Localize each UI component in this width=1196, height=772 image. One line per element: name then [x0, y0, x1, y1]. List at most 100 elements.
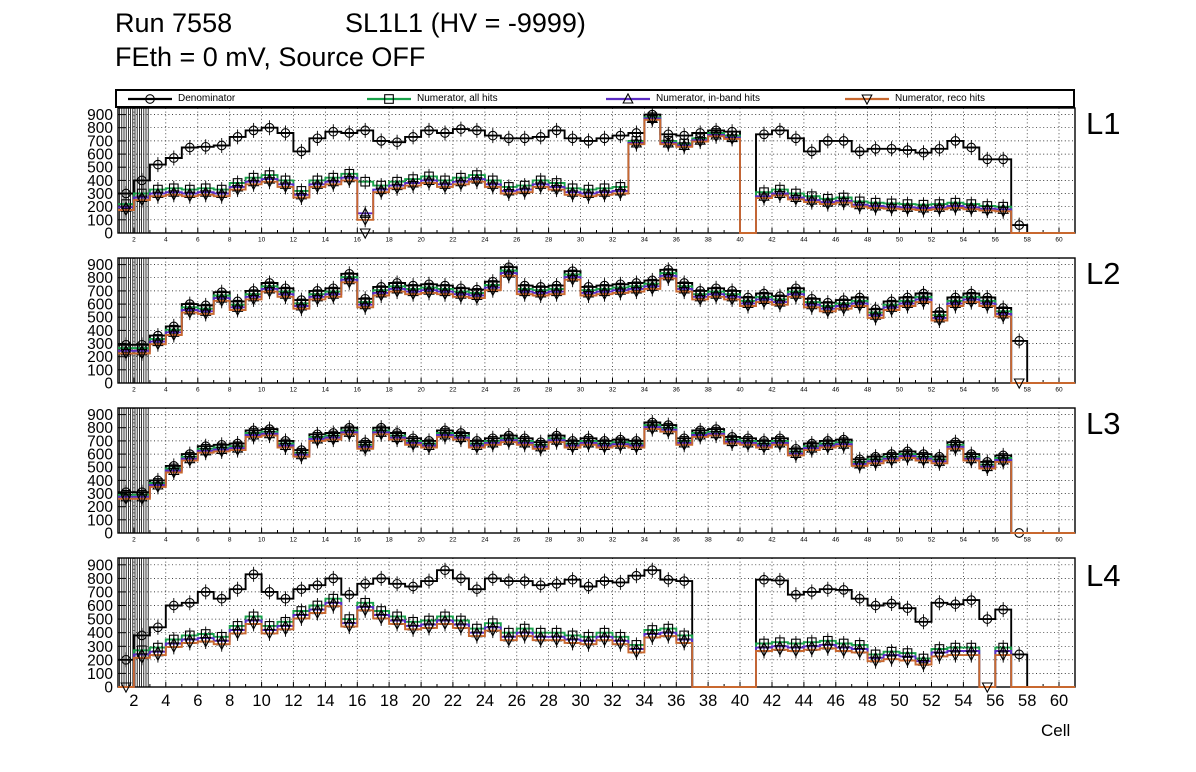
legend-label: Numerator, reco hits: [895, 93, 986, 104]
svg-text:36: 36: [673, 237, 681, 244]
svg-text:48: 48: [858, 692, 876, 710]
panel-label-l3: L3: [1086, 406, 1121, 441]
svg-text:100: 100: [87, 212, 113, 229]
legend: Denominator Numerator, all hits Numerato…: [115, 89, 1075, 108]
svg-text:900: 900: [87, 407, 113, 424]
svg-text:10: 10: [258, 237, 266, 244]
svg-text:60: 60: [1050, 692, 1068, 710]
svg-text:800: 800: [87, 120, 113, 137]
svg-text:500: 500: [87, 160, 113, 177]
svg-text:42: 42: [768, 237, 776, 244]
svg-text:400: 400: [87, 473, 113, 490]
svg-text:36: 36: [673, 387, 681, 394]
svg-text:52: 52: [928, 237, 936, 244]
svg-text:12: 12: [290, 537, 298, 544]
svg-text:14: 14: [322, 237, 330, 244]
svg-text:22: 22: [449, 387, 457, 394]
svg-text:60: 60: [1055, 237, 1063, 244]
svg-text:10: 10: [258, 537, 266, 544]
svg-text:6: 6: [196, 387, 200, 394]
svg-text:58: 58: [1024, 537, 1032, 544]
svg-text:2: 2: [132, 537, 136, 544]
svg-text:38: 38: [699, 692, 717, 710]
svg-text:54: 54: [960, 237, 968, 244]
svg-text:28: 28: [545, 537, 553, 544]
svg-text:100: 100: [87, 512, 113, 529]
svg-text:900: 900: [87, 257, 113, 274]
svg-text:12: 12: [290, 387, 298, 394]
x-axis-title: Cell: [1041, 721, 1071, 740]
legend-label: Denominator: [178, 93, 236, 104]
svg-text:20: 20: [417, 537, 425, 544]
svg-text:14: 14: [316, 692, 334, 710]
svg-text:200: 200: [87, 652, 113, 669]
run-number: Run 7558: [115, 8, 233, 38]
svg-text:900: 900: [87, 107, 113, 124]
svg-text:48: 48: [864, 537, 872, 544]
svg-text:18: 18: [385, 537, 393, 544]
svg-text:4: 4: [161, 692, 170, 710]
svg-text:32: 32: [609, 237, 617, 244]
svg-text:700: 700: [87, 433, 113, 450]
svg-text:700: 700: [87, 283, 113, 300]
svg-text:400: 400: [87, 173, 113, 190]
svg-text:46: 46: [832, 237, 840, 244]
svg-text:0: 0: [104, 680, 113, 697]
svg-text:2: 2: [132, 387, 136, 394]
svg-text:4: 4: [164, 237, 168, 244]
svg-text:300: 300: [87, 186, 113, 203]
svg-text:0: 0: [104, 526, 113, 543]
svg-text:20: 20: [412, 692, 430, 710]
svg-text:100: 100: [87, 362, 113, 379]
svg-text:18: 18: [385, 237, 393, 244]
legend-item-num-all: Numerator, all hits: [356, 93, 595, 105]
svg-text:16: 16: [354, 237, 362, 244]
svg-text:30: 30: [577, 237, 585, 244]
svg-text:18: 18: [385, 387, 393, 394]
svg-text:4: 4: [164, 537, 168, 544]
svg-text:12: 12: [290, 237, 298, 244]
svg-text:60: 60: [1055, 387, 1063, 394]
svg-text:52: 52: [928, 387, 936, 394]
svg-text:54: 54: [960, 387, 968, 394]
svg-text:42: 42: [768, 387, 776, 394]
svg-text:700: 700: [87, 133, 113, 150]
svg-text:58: 58: [1018, 692, 1036, 710]
svg-text:500: 500: [87, 612, 113, 629]
legend-item-num-inband: Numerator, in-band hits: [595, 92, 834, 105]
svg-text:50: 50: [896, 237, 904, 244]
svg-text:44: 44: [800, 537, 808, 544]
svg-text:100: 100: [87, 666, 113, 683]
svg-text:26: 26: [513, 537, 521, 544]
svg-text:20: 20: [417, 237, 425, 244]
svg-text:10: 10: [252, 692, 270, 710]
svg-text:800: 800: [87, 420, 113, 437]
title-line1: Run 7558 SL1L1 (HV = -9999): [115, 8, 586, 39]
svg-text:28: 28: [539, 692, 557, 710]
panel-label-l2: L2: [1086, 256, 1121, 291]
svg-text:50: 50: [896, 537, 904, 544]
svg-text:600: 600: [87, 147, 113, 164]
svg-text:56: 56: [992, 537, 1000, 544]
svg-text:22: 22: [449, 537, 457, 544]
svg-text:18: 18: [380, 692, 398, 710]
triangle-down-marker-icon: [845, 93, 889, 105]
svg-text:8: 8: [228, 237, 232, 244]
svg-text:40: 40: [736, 237, 744, 244]
svg-text:44: 44: [795, 692, 813, 710]
svg-text:16: 16: [354, 387, 362, 394]
svg-text:600: 600: [87, 447, 113, 464]
svg-text:6: 6: [196, 237, 200, 244]
svg-text:28: 28: [545, 387, 553, 394]
svg-text:24: 24: [481, 387, 489, 394]
svg-text:56: 56: [992, 387, 1000, 394]
svg-text:32: 32: [603, 692, 621, 710]
svg-text:800: 800: [87, 270, 113, 287]
triangle-up-marker-icon: [606, 92, 650, 104]
svg-text:36: 36: [667, 692, 685, 710]
svg-text:2: 2: [129, 692, 138, 710]
svg-text:46: 46: [827, 692, 845, 710]
svg-text:34: 34: [641, 537, 649, 544]
svg-text:38: 38: [704, 387, 712, 394]
